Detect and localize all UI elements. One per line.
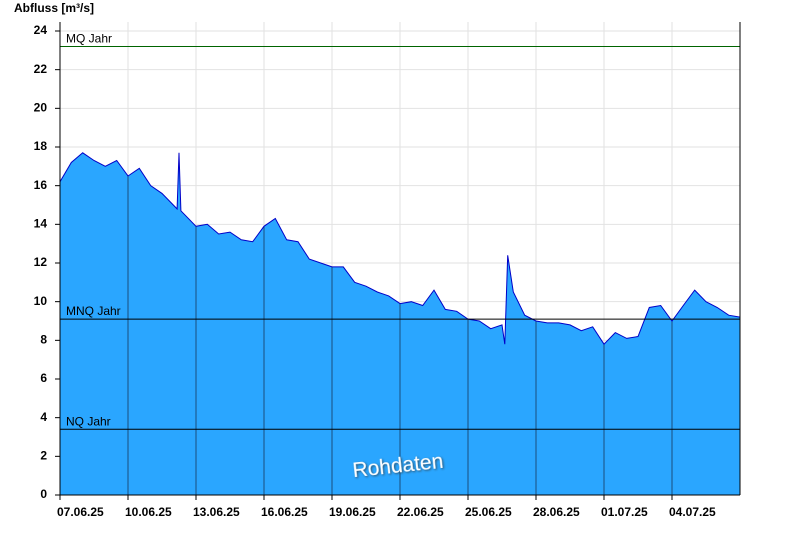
line bbox=[59, 152, 741, 345]
x-tick-label: 22.06.25 bbox=[397, 505, 444, 519]
y-tick-label: 10 bbox=[34, 294, 48, 308]
y-tick-label: 6 bbox=[40, 371, 47, 385]
y-tick-label: 24 bbox=[34, 23, 48, 37]
y-tick-label: 18 bbox=[34, 139, 48, 153]
y-tick-label: 20 bbox=[34, 101, 48, 115]
x-tick-label: 25.06.25 bbox=[465, 505, 512, 519]
x-tick-label: 07.06.25 bbox=[57, 505, 104, 519]
y-tick-label: 16 bbox=[34, 178, 48, 192]
axis-title: Abfluss [m³/s] bbox=[14, 1, 94, 15]
y-tick-label: 4 bbox=[40, 410, 47, 424]
y-tick-label: 14 bbox=[34, 217, 48, 231]
x-tick-label: 01.07.25 bbox=[601, 505, 648, 519]
y-tick-label: 2 bbox=[40, 449, 47, 463]
y-tick-label: 12 bbox=[34, 255, 48, 269]
y-tick-label: 22 bbox=[34, 62, 48, 76]
x-tick-label: 19.06.25 bbox=[329, 505, 376, 519]
x-tick-label: 28.06.25 bbox=[533, 505, 580, 519]
y-tick-label: 0 bbox=[40, 487, 47, 501]
reference-label: NQ Jahr bbox=[66, 414, 111, 428]
x-tick-label: 16.06.25 bbox=[261, 505, 308, 519]
x-tick-label: 13.06.25 bbox=[193, 505, 240, 519]
y-tick-label: 8 bbox=[40, 333, 47, 347]
x-tick-label: 04.07.25 bbox=[669, 505, 716, 519]
reference-label: MNQ Jahr bbox=[66, 304, 121, 318]
x-tick-label: 10.06.25 bbox=[125, 505, 172, 519]
reference-label: MQ Jahr bbox=[66, 32, 112, 46]
